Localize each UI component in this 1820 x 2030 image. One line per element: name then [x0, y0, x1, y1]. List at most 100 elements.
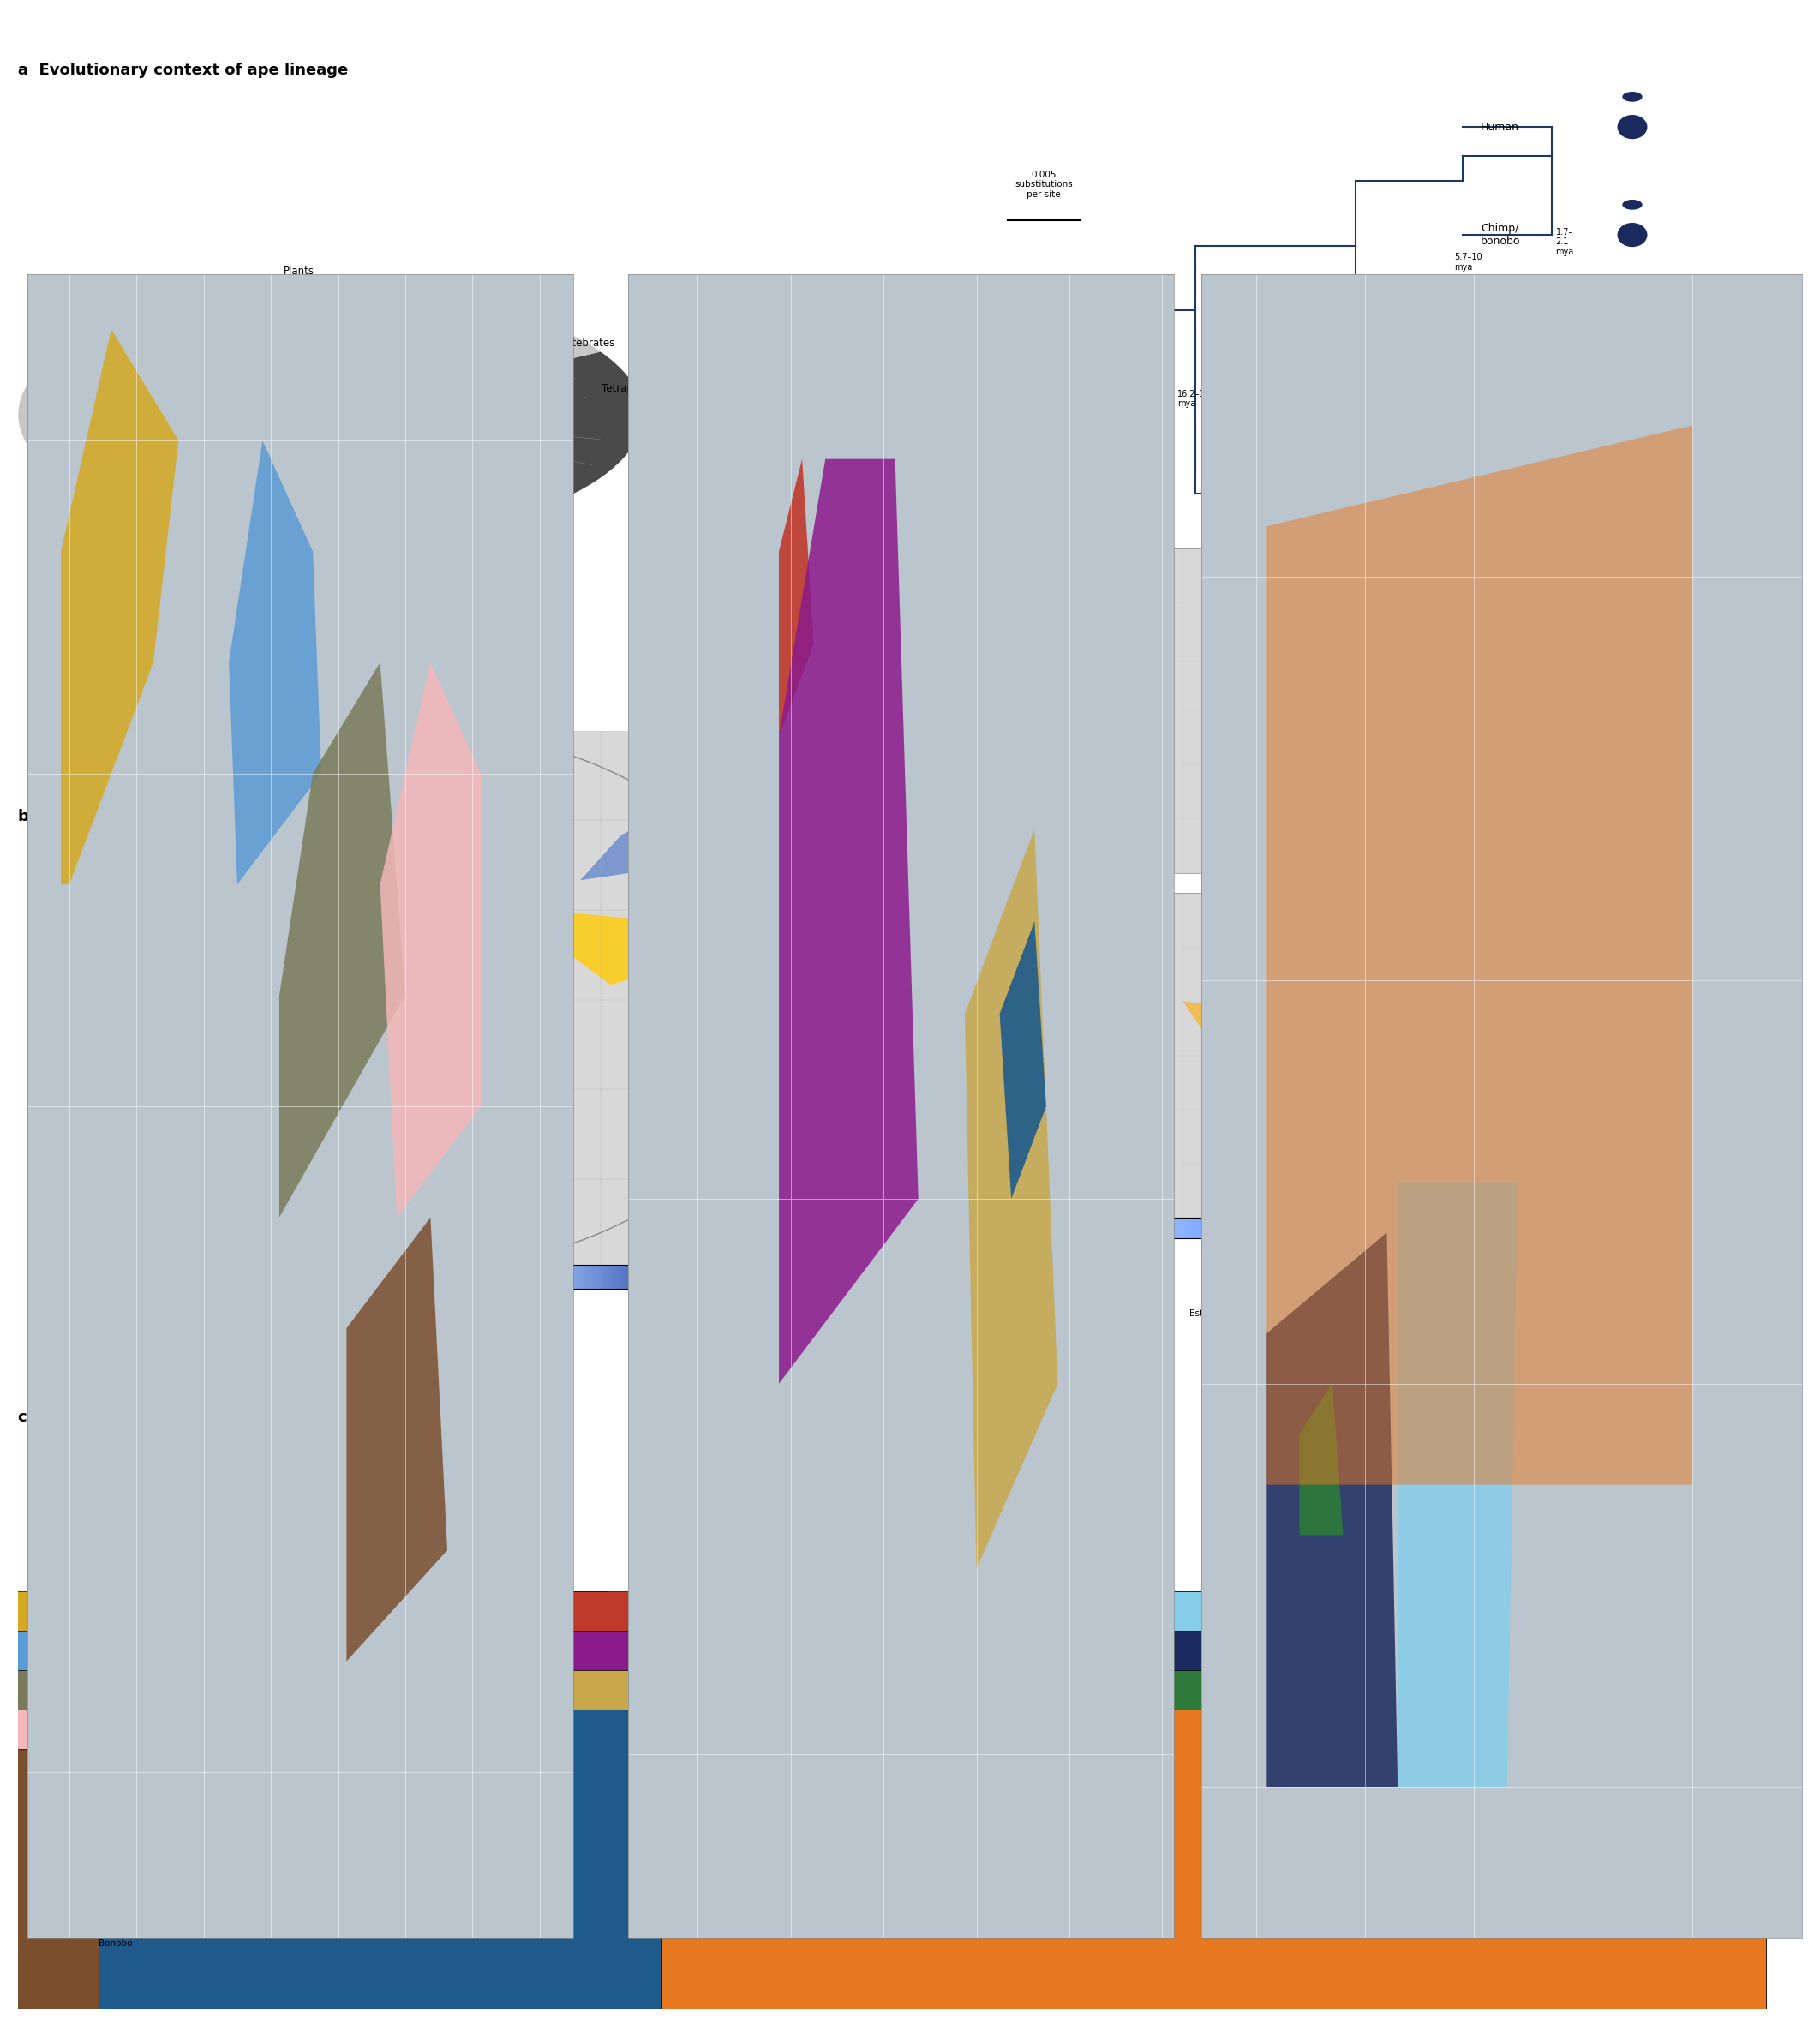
Polygon shape	[346, 1218, 448, 1661]
Text: Cross river gorilla: Cross river gorilla	[695, 1780, 775, 1790]
Polygon shape	[1087, 648, 1170, 660]
FancyBboxPatch shape	[98, 1592, 1205, 1979]
Text: Tapanuli orangutan: Tapanuli orangutan	[1258, 1859, 1343, 1868]
Polygon shape	[1267, 1232, 1398, 1786]
Polygon shape	[1562, 581, 1616, 648]
FancyBboxPatch shape	[661, 1630, 1765, 2018]
Polygon shape	[1551, 993, 1638, 1119]
FancyBboxPatch shape	[661, 1592, 1765, 1979]
Text: Eastern chimpanzee: Eastern chimpanzee	[98, 1900, 189, 1908]
Title: 30 kya*: 30 kya*	[1090, 881, 1130, 893]
Text: Squamates: Squamates	[790, 495, 848, 508]
Polygon shape	[541, 909, 712, 985]
FancyBboxPatch shape	[0, 1709, 606, 2030]
Polygon shape	[652, 1045, 732, 1119]
FancyBboxPatch shape	[98, 1630, 1205, 2018]
Wedge shape	[18, 288, 601, 459]
Polygon shape	[380, 662, 480, 1218]
FancyBboxPatch shape	[0, 1750, 606, 2030]
Ellipse shape	[1618, 625, 1647, 650]
Wedge shape	[633, 286, 919, 499]
Polygon shape	[1201, 274, 1802, 1939]
Polygon shape	[1087, 648, 1174, 773]
Ellipse shape	[1618, 353, 1647, 376]
Text: Estimated modern human arrival time over the past 100,000+ years: Estimated modern human arrival time over…	[62, 1309, 369, 1317]
Ellipse shape	[1622, 199, 1642, 209]
Polygon shape	[1398, 1181, 1518, 1786]
Ellipse shape	[799, 420, 879, 469]
Text: Chimp/
bonobo: Chimp/ bonobo	[1481, 223, 1520, 248]
Text: 0.005
substitutions
per site: 0.005 substitutions per site	[1016, 171, 1072, 199]
Polygon shape	[1097, 692, 1147, 729]
Polygon shape	[1267, 426, 1693, 1484]
Polygon shape	[1087, 993, 1174, 1119]
Ellipse shape	[1618, 116, 1647, 138]
Polygon shape	[229, 441, 322, 885]
Text: Origin
of life: Origin of life	[306, 400, 337, 422]
Polygon shape	[965, 828, 1057, 1569]
Polygon shape	[27, 274, 573, 1939]
Text: Plants: Plants	[284, 266, 315, 276]
Text: c  Present-day location of non-human great ape populations: c Present-day location of non-human grea…	[18, 1411, 541, 1425]
Text: Nigeria–Cameroon
chimpanzee: Nigeria–Cameroon chimpanzee	[98, 1815, 182, 1835]
FancyBboxPatch shape	[661, 1671, 1765, 2030]
Text: Western lowland gorilla: Western lowland gorilla	[695, 1821, 801, 1829]
Polygon shape	[779, 459, 814, 737]
Polygon shape	[399, 786, 490, 895]
Text: Bonobo: Bonobo	[98, 1939, 133, 1947]
Polygon shape	[1551, 648, 1638, 773]
Text: Mammals: Mammals	[895, 374, 945, 386]
Text: 5.7–10
mya: 5.7–10 mya	[1454, 254, 1481, 272]
Polygon shape	[1647, 1001, 1751, 1047]
Text: a  Evolutionary context of ape lineage: a Evolutionary context of ape lineage	[18, 63, 348, 77]
Polygon shape	[379, 895, 524, 1104]
Circle shape	[258, 386, 402, 443]
Text: 16.2–18.1
mya: 16.2–18.1 mya	[1178, 390, 1218, 408]
Ellipse shape	[1622, 91, 1642, 102]
Ellipse shape	[1622, 603, 1642, 613]
Text: Apes: Apes	[868, 426, 892, 438]
Polygon shape	[453, 0, 1208, 2030]
Title: 110 kya*: 110 kya*	[1087, 536, 1134, 548]
Text: Mountain gorilla: Mountain gorilla	[695, 1900, 768, 1908]
Text: Bornean orangutan: Bornean orangutan	[1258, 1780, 1345, 1790]
Text: Birds: Birds	[855, 455, 881, 465]
Text: 7.2–11.2
mya: 7.2–11.2 mya	[1347, 325, 1383, 343]
Polygon shape	[1097, 926, 1152, 993]
Polygon shape	[75, 790, 348, 1179]
FancyBboxPatch shape	[0, 1630, 606, 2018]
Polygon shape	[1551, 993, 1638, 1119]
Text: Eastern lowland gorilla: Eastern lowland gorilla	[695, 1859, 799, 1868]
Ellipse shape	[1622, 459, 1642, 469]
Polygon shape	[1097, 926, 1152, 993]
FancyBboxPatch shape	[0, 1592, 606, 1979]
Polygon shape	[999, 922, 1046, 1200]
Text: Human: Human	[1481, 122, 1520, 132]
FancyBboxPatch shape	[98, 1671, 1205, 2030]
Text: 🚶: 🚶	[36, 893, 58, 930]
Ellipse shape	[1618, 481, 1647, 505]
Ellipse shape	[1618, 223, 1647, 248]
Text: Western chimpanzee: Western chimpanzee	[98, 1780, 193, 1790]
FancyBboxPatch shape	[98, 1709, 1205, 2030]
Wedge shape	[36, 351, 642, 540]
Text: Estimated individuals per 100 km²: Estimated individuals per 100 km²	[1190, 1309, 1343, 1317]
FancyBboxPatch shape	[0, 1671, 606, 2030]
Polygon shape	[1369, 585, 1532, 818]
Polygon shape	[581, 775, 783, 881]
Polygon shape	[1087, 993, 1174, 1119]
Text: 1.7–
2.1
mya: 1.7– 2.1 mya	[1556, 227, 1574, 256]
Polygon shape	[1562, 926, 1616, 993]
Text: Gibbon: Gibbon	[1481, 631, 1520, 644]
Text: Gorilla: Gorilla	[1481, 359, 1516, 369]
Title: 60–90 kya*: 60–90 kya*	[1543, 536, 1605, 548]
Polygon shape	[1183, 1001, 1287, 1047]
Text: Sumatran orangutan: Sumatran orangutan	[1258, 1821, 1350, 1829]
Polygon shape	[1551, 648, 1638, 773]
Text: Amphibians: Amphibians	[895, 282, 956, 292]
Text: b  Human dispersal and colonization of the earth: b Human dispersal and colonization of th…	[18, 810, 442, 824]
Polygon shape	[1369, 930, 1532, 1163]
Polygon shape	[1097, 581, 1152, 648]
Polygon shape	[60, 329, 178, 885]
Polygon shape	[1611, 648, 1665, 684]
